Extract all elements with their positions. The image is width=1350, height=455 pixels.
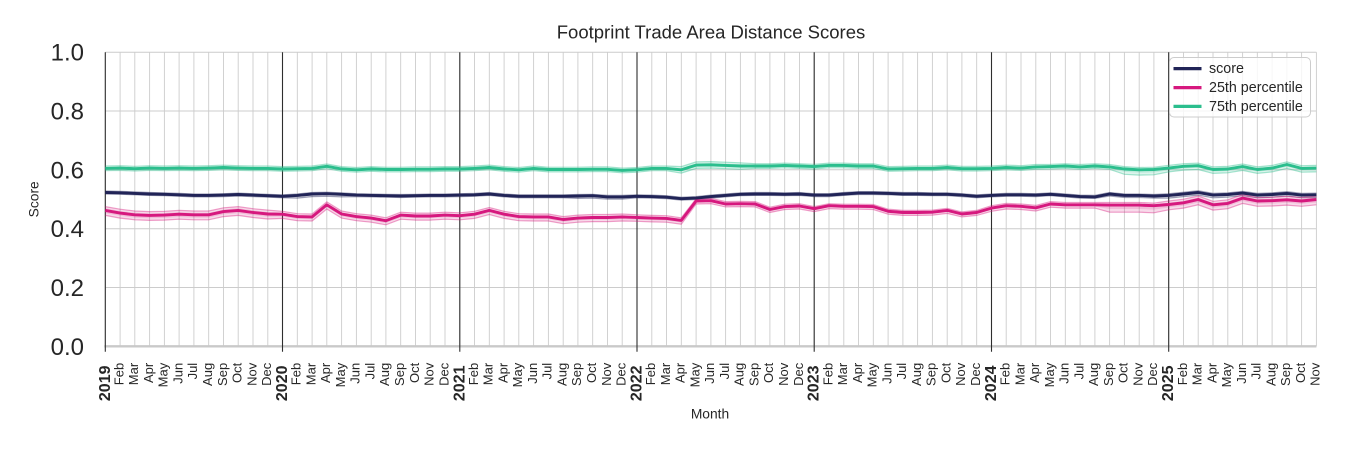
svg-text:Jun: Jun (1234, 363, 1249, 384)
svg-text:Sep: Sep (924, 363, 939, 386)
svg-text:0.6: 0.6 (51, 157, 84, 184)
svg-text:Feb: Feb (998, 363, 1013, 385)
svg-text:Jun: Jun (879, 363, 894, 384)
svg-text:Mar: Mar (303, 362, 318, 385)
svg-text:2021: 2021 (451, 365, 468, 401)
svg-text:2022: 2022 (629, 365, 646, 401)
svg-text:Apr: Apr (673, 362, 688, 383)
svg-text:Mar: Mar (1012, 362, 1027, 385)
svg-text:Oct: Oct (1116, 362, 1131, 383)
svg-text:Apr: Apr (1204, 362, 1219, 383)
svg-text:May: May (156, 362, 171, 387)
svg-text:Dec: Dec (791, 362, 806, 386)
svg-text:2025: 2025 (1160, 365, 1177, 401)
svg-text:Mar: Mar (481, 362, 496, 385)
svg-text:0.8: 0.8 (51, 99, 84, 126)
svg-text:75th percentile: 75th percentile (1209, 99, 1303, 115)
svg-text:Jun: Jun (525, 363, 540, 384)
svg-text:May: May (1042, 362, 1057, 387)
svg-text:Apr: Apr (318, 362, 333, 383)
svg-text:Apr: Apr (141, 362, 156, 383)
svg-text:May: May (687, 362, 702, 387)
svg-text:Aug: Aug (377, 363, 392, 386)
svg-text:Nov: Nov (776, 362, 791, 386)
svg-text:0.0: 0.0 (51, 334, 84, 361)
svg-text:2023: 2023 (806, 365, 823, 401)
svg-text:Sep: Sep (747, 363, 762, 386)
svg-text:Jul: Jul (363, 363, 378, 380)
svg-text:Sep: Sep (1278, 363, 1293, 386)
svg-text:Jul: Jul (185, 363, 200, 380)
svg-text:Dec: Dec (436, 362, 451, 386)
svg-text:Jun: Jun (702, 363, 717, 384)
svg-text:Nov: Nov (1308, 362, 1323, 386)
svg-text:Nov: Nov (422, 362, 437, 386)
svg-text:Dec: Dec (1145, 362, 1160, 386)
svg-text:Jun: Jun (1057, 363, 1072, 384)
svg-text:Jul: Jul (540, 363, 555, 380)
svg-text:Jul: Jul (717, 363, 732, 380)
svg-text:Aug: Aug (555, 363, 570, 386)
svg-text:25th percentile: 25th percentile (1209, 80, 1303, 96)
svg-text:Aug: Aug (732, 363, 747, 386)
svg-text:Score: Score (26, 181, 41, 217)
svg-text:Jul: Jul (1071, 363, 1086, 380)
svg-text:Dec: Dec (614, 362, 629, 386)
svg-text:May: May (510, 362, 525, 387)
svg-text:2024: 2024 (983, 365, 1000, 401)
svg-text:Nov: Nov (1131, 362, 1146, 386)
svg-text:May: May (1219, 362, 1234, 387)
svg-text:Nov: Nov (599, 362, 614, 386)
svg-text:Sep: Sep (215, 363, 230, 386)
svg-text:Nov: Nov (953, 362, 968, 386)
svg-text:0.4: 0.4 (51, 216, 84, 243)
svg-text:2019: 2019 (97, 365, 114, 401)
svg-text:May: May (865, 362, 880, 387)
svg-text:score: score (1209, 61, 1244, 77)
svg-text:Nov: Nov (244, 362, 259, 386)
svg-text:Aug: Aug (1086, 363, 1101, 386)
svg-text:Sep: Sep (392, 363, 407, 386)
svg-text:Oct: Oct (1293, 362, 1308, 383)
svg-text:Feb: Feb (1175, 363, 1190, 385)
svg-text:Oct: Oct (407, 362, 422, 383)
svg-text:2020: 2020 (274, 365, 291, 401)
svg-text:Jun: Jun (170, 363, 185, 384)
svg-text:Mar: Mar (835, 362, 850, 385)
svg-text:Jul: Jul (894, 363, 909, 380)
svg-text:1.0: 1.0 (51, 40, 84, 67)
svg-text:Jun: Jun (348, 363, 363, 384)
svg-text:Apr: Apr (495, 362, 510, 383)
svg-text:Feb: Feb (643, 363, 658, 385)
svg-text:Apr: Apr (850, 362, 865, 383)
svg-text:Aug: Aug (1263, 363, 1278, 386)
svg-text:Sep: Sep (569, 363, 584, 386)
svg-text:Apr: Apr (1027, 362, 1042, 383)
svg-text:0.2: 0.2 (51, 275, 84, 302)
svg-text:Aug: Aug (200, 363, 215, 386)
svg-text:Feb: Feb (289, 363, 304, 385)
svg-text:Feb: Feb (111, 363, 126, 385)
svg-text:Mar: Mar (658, 362, 673, 385)
svg-text:Sep: Sep (1101, 363, 1116, 386)
svg-text:Oct: Oct (584, 362, 599, 383)
svg-text:May: May (333, 362, 348, 387)
svg-text:Oct: Oct (230, 362, 245, 383)
svg-text:Dec: Dec (259, 362, 274, 386)
svg-text:Mar: Mar (126, 362, 141, 385)
svg-text:Oct: Oct (761, 362, 776, 383)
svg-text:Feb: Feb (820, 363, 835, 385)
svg-text:Footprint Trade Area Distance: Footprint Trade Area Distance Scores (557, 22, 865, 43)
svg-text:Mar: Mar (1190, 362, 1205, 385)
svg-text:Jul: Jul (1249, 363, 1264, 380)
svg-text:Month: Month (691, 407, 729, 422)
svg-text:Oct: Oct (939, 362, 954, 383)
svg-text:Dec: Dec (968, 362, 983, 386)
svg-text:Aug: Aug (909, 363, 924, 386)
svg-text:Feb: Feb (466, 363, 481, 385)
